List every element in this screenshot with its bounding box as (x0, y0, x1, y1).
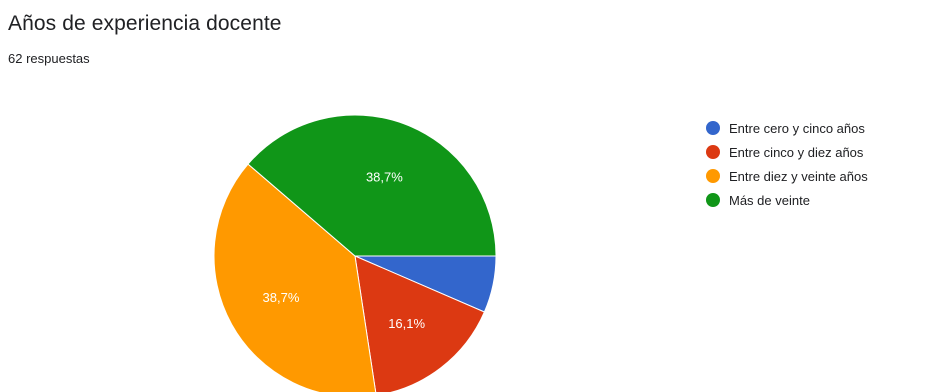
pie-slice-3[interactable] (213, 163, 377, 392)
pie-slice-4[interactable] (247, 114, 497, 257)
response-count: 62 respuestas (8, 51, 90, 66)
legend-item[interactable]: Entre diez y veinte años (706, 164, 868, 188)
legend-swatch-icon (706, 193, 720, 207)
legend-label: Entre cinco y diez años (729, 144, 864, 160)
legend-item[interactable]: Entre cero y cinco años (706, 116, 868, 140)
legend-swatch-icon (706, 145, 720, 159)
slice-label-3: 38,7% (263, 290, 300, 305)
legend-item[interactable]: Más de veinte (706, 188, 868, 212)
legend-label: Entre diez y veinte años (729, 168, 868, 184)
legend-swatch-icon (706, 121, 720, 135)
slice-label-4: 38,7% (366, 170, 403, 185)
legend-label: Entre cero y cinco años (729, 120, 865, 136)
legend-label: Más de veinte (729, 192, 810, 208)
slice-label-2: 16,1% (388, 316, 425, 331)
pie-slice-2[interactable] (354, 255, 486, 392)
chart-legend: Entre cero y cinco años Entre cinco y die… (706, 116, 868, 212)
legend-swatch-icon (706, 169, 720, 183)
legend-item[interactable]: Entre cinco y diez años (706, 140, 868, 164)
page-title: Años de experiencia docente (8, 12, 282, 35)
